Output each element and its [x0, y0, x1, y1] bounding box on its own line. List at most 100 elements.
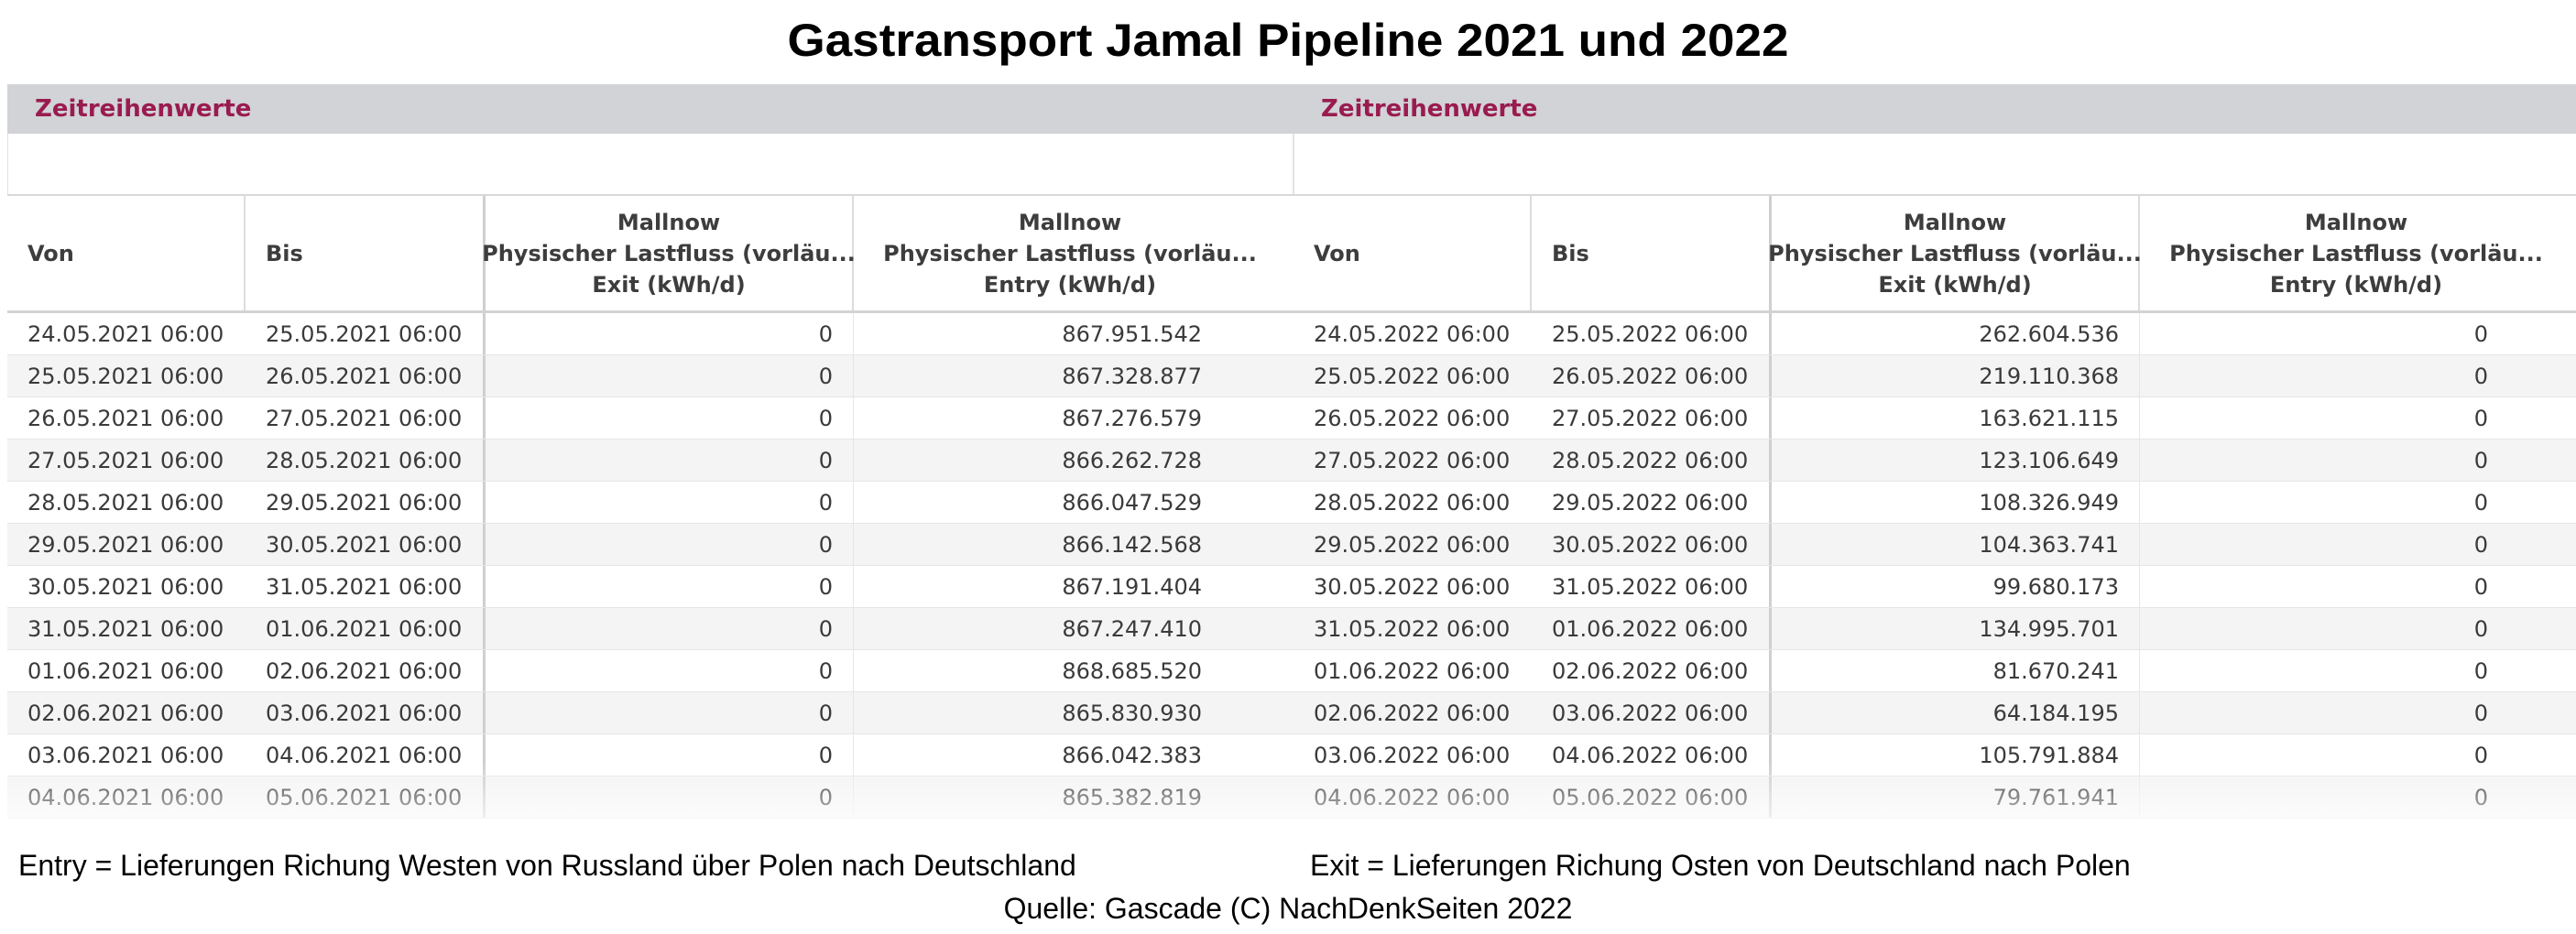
column-header-bis[interactable]: Bis — [1532, 196, 1772, 310]
table-row[interactable]: 28.05.2021 06:00 29.05.2021 06:00 0 866.047… — [7, 482, 1293, 524]
cell-bis: 05.06.2021 06:00 — [246, 777, 486, 818]
cell-exit: 134.995.701 — [1772, 608, 2140, 649]
column-header-exit-line3: Exit (kWh/d) — [592, 271, 746, 298]
cell-entry: 866.262.728 — [1062, 448, 1202, 473]
cell-exit: 64.184.195 — [1772, 692, 2140, 733]
cell-exit: 81.670.241 — [1772, 650, 2140, 691]
table-row[interactable]: 04.06.2022 06:00 05.06.2022 06:00 79.761.9… — [1293, 777, 2576, 819]
cell-bis: 30.05.2021 06:00 — [246, 524, 486, 565]
cell-bis: 26.05.2022 06:00 — [1532, 355, 1772, 396]
cell-entry: 867.328.877 — [1062, 364, 1202, 389]
cell-von: 28.05.2022 06:00 — [1314, 490, 1511, 516]
cell-exit: 0 — [486, 650, 854, 691]
column-header-entry-line1: Mallnow — [2304, 209, 2408, 235]
cell-von: 03.06.2021 06:00 — [27, 743, 224, 768]
cell-von: 30.05.2022 06:00 — [1314, 574, 1511, 600]
cell-exit: 163.621.115 — [1772, 397, 2140, 439]
cell-bis: 03.06.2021 06:00 — [246, 692, 486, 733]
table-row[interactable]: 30.05.2021 06:00 31.05.2021 06:00 0 867.191… — [7, 566, 1293, 608]
column-header-von[interactable]: Von — [7, 196, 246, 310]
table-row[interactable]: 24.05.2022 06:00 25.05.2022 06:00 262.604.… — [1293, 313, 2576, 355]
column-header-bis[interactable]: Bis — [246, 196, 486, 310]
table-row[interactable]: 24.05.2021 06:00 25.05.2021 06:00 0 867.951… — [7, 313, 1293, 355]
column-header-von[interactable]: Von — [1293, 196, 1532, 310]
cell-exit: 0 — [486, 440, 854, 481]
cell-entry: 0 — [2473, 574, 2488, 600]
panel-toolbar — [1293, 134, 2576, 194]
table-row[interactable]: 30.05.2022 06:00 31.05.2022 06:00 99.680.1… — [1293, 566, 2576, 608]
cell-exit: 0 — [486, 777, 854, 818]
table-row[interactable]: 01.06.2021 06:00 02.06.2021 06:00 0 868.685… — [7, 650, 1293, 692]
cell-entry: 0 — [2473, 448, 2488, 473]
source-credit: Quelle: Gascade (C) NachDenkSeiten 2022 — [1003, 892, 1573, 925]
column-header-entry-line1: Mallnow — [1018, 209, 1122, 235]
table-row[interactable]: 26.05.2022 06:00 27.05.2022 06:00 163.621.… — [1293, 397, 2576, 440]
panel-header: Zeitreihenwerte — [1293, 84, 2576, 134]
cell-bis: 31.05.2022 06:00 — [1532, 566, 1772, 607]
cell-exit: 0 — [486, 608, 854, 649]
cell-von: 31.05.2022 06:00 — [1314, 616, 1511, 642]
cell-von: 29.05.2021 06:00 — [27, 532, 224, 558]
cell-bis: 26.05.2021 06:00 — [246, 355, 486, 396]
cell-entry: 0 — [2473, 785, 2488, 810]
cell-bis: 04.06.2022 06:00 — [1532, 734, 1772, 776]
table-row[interactable]: 31.05.2021 06:00 01.06.2021 06:00 0 867.247… — [7, 608, 1293, 650]
table-body: 24.05.2021 06:00 25.05.2021 06:00 0 867.951… — [7, 313, 1293, 819]
cell-bis: 03.06.2022 06:00 — [1532, 692, 1772, 733]
cell-exit: 0 — [486, 355, 854, 396]
table-row[interactable]: 29.05.2022 06:00 30.05.2022 06:00 104.363.… — [1293, 524, 2576, 566]
cell-entry: 865.830.930 — [1062, 700, 1202, 726]
cell-bis: 31.05.2021 06:00 — [246, 566, 486, 607]
table-row[interactable]: 02.06.2022 06:00 03.06.2022 06:00 64.184.1… — [1293, 692, 2576, 734]
cell-bis: 05.06.2022 06:00 — [1532, 777, 1772, 818]
cell-bis: 02.06.2022 06:00 — [1532, 650, 1772, 691]
cell-bis: 01.06.2022 06:00 — [1532, 608, 1772, 649]
cell-entry: 0 — [2473, 406, 2488, 431]
cell-von: 01.06.2022 06:00 — [1314, 658, 1511, 684]
cell-bis: 30.05.2022 06:00 — [1532, 524, 1772, 565]
table-row[interactable]: 04.06.2021 06:00 05.06.2021 06:00 0 865.382… — [7, 777, 1293, 819]
cell-exit: 0 — [486, 524, 854, 565]
cell-exit: 0 — [486, 397, 854, 439]
panel-header: Zeitreihenwerte — [7, 84, 1293, 134]
cell-entry: 867.276.579 — [1062, 406, 1202, 431]
table-row[interactable]: 25.05.2022 06:00 26.05.2022 06:00 219.110.… — [1293, 355, 2576, 397]
table-row[interactable]: 29.05.2021 06:00 30.05.2021 06:00 0 866.142… — [7, 524, 1293, 566]
cell-bis: 27.05.2021 06:00 — [246, 397, 486, 439]
column-header-entry-line2: Physischer Lastfluss (vorläu... — [2169, 240, 2543, 266]
cell-von: 04.06.2021 06:00 — [27, 785, 224, 810]
table-row[interactable]: 27.05.2022 06:00 28.05.2022 06:00 123.106.… — [1293, 440, 2576, 482]
timeseries-panel-2022: Zeitreihenwerte Von Bis Mallnow Physisch… — [1293, 84, 2576, 844]
column-header-entry-line3: Entry (kWh/d) — [983, 271, 1157, 298]
table-row[interactable]: 03.06.2022 06:00 04.06.2022 06:00 105.791.… — [1293, 734, 2576, 777]
cell-exit: 99.680.173 — [1772, 566, 2140, 607]
table-row[interactable]: 02.06.2021 06:00 03.06.2021 06:00 0 865.830… — [7, 692, 1293, 734]
column-header-entry[interactable]: Mallnow Physischer Lastfluss (vorläu... … — [2140, 196, 2572, 310]
cell-exit: 219.110.368 — [1772, 355, 2140, 396]
cell-entry: 868.685.520 — [1062, 658, 1202, 684]
table-row[interactable]: 28.05.2022 06:00 29.05.2022 06:00 108.326.… — [1293, 482, 2576, 524]
table-row[interactable]: 26.05.2021 06:00 27.05.2021 06:00 0 867.276… — [7, 397, 1293, 440]
cell-bis: 27.05.2022 06:00 — [1532, 397, 1772, 439]
table-row[interactable]: 03.06.2021 06:00 04.06.2021 06:00 0 866.042… — [7, 734, 1293, 777]
table-row[interactable]: 01.06.2022 06:00 02.06.2022 06:00 81.670.2… — [1293, 650, 2576, 692]
table-header-row: Von Bis Mallnow Physischer Lastfluss (vo… — [7, 194, 1293, 313]
cell-entry: 0 — [2473, 616, 2488, 642]
table-row[interactable]: 27.05.2021 06:00 28.05.2021 06:00 0 866.262… — [7, 440, 1293, 482]
column-header-entry[interactable]: Mallnow Physischer Lastfluss (vorläu... … — [854, 196, 1286, 310]
cell-bis: 01.06.2021 06:00 — [246, 608, 486, 649]
table-row[interactable]: 31.05.2022 06:00 01.06.2022 06:00 134.995.… — [1293, 608, 2576, 650]
table-row[interactable]: 25.05.2021 06:00 26.05.2021 06:00 0 867.328… — [7, 355, 1293, 397]
cell-von: 25.05.2021 06:00 — [27, 364, 224, 389]
cell-entry: 866.042.383 — [1062, 743, 1202, 768]
column-header-exit[interactable]: Mallnow Physischer Lastfluss (vorläu... … — [482, 196, 856, 310]
cell-bis: 25.05.2022 06:00 — [1532, 313, 1772, 354]
cell-exit: 0 — [486, 734, 854, 776]
column-header-exit-line3: Exit (kWh/d) — [1878, 271, 2032, 298]
cell-bis: 29.05.2021 06:00 — [246, 482, 486, 523]
table-header-row: Von Bis Mallnow Physischer Lastfluss (vo… — [1293, 194, 2576, 313]
cell-exit: 0 — [486, 566, 854, 607]
cell-von: 28.05.2021 06:00 — [27, 490, 224, 516]
cell-entry: 866.047.529 — [1062, 490, 1202, 516]
column-header-exit[interactable]: Mallnow Physischer Lastfluss (vorläu... … — [1768, 196, 2142, 310]
